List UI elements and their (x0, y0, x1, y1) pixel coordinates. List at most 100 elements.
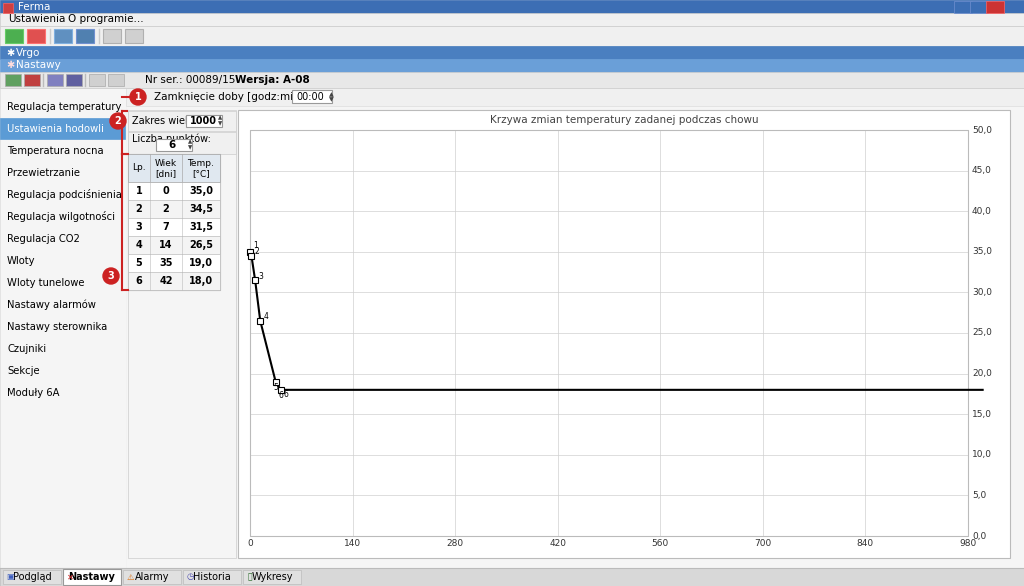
Bar (128, 254, 220, 272)
Text: Regulacja temperatury: Regulacja temperatury (7, 101, 122, 111)
Text: 700: 700 (755, 539, 771, 547)
Text: Wersja: A-08: Wersja: A-08 (234, 75, 309, 85)
Text: Przewietrzanie: Przewietrzanie (7, 168, 80, 178)
Bar (0, 26, 1024, 46)
Text: 1: 1 (134, 92, 141, 102)
Text: 1: 1 (135, 186, 142, 196)
Bar (47, 74, 63, 86)
Text: Wykresy: Wykresy (251, 572, 293, 582)
Text: 140: 140 (344, 539, 361, 547)
Text: ▼: ▼ (218, 121, 222, 127)
Circle shape (110, 113, 126, 129)
Bar (103, 29, 121, 43)
Circle shape (103, 268, 119, 284)
Text: ─: ─ (959, 2, 965, 12)
Text: 35,0: 35,0 (972, 247, 992, 256)
Text: Zamknięcie doby [godz:min]:: Zamknięcie doby [godz:min]: (154, 92, 307, 102)
Bar (970, 1, 988, 13)
Text: 5: 5 (135, 258, 142, 268)
Text: 25,0: 25,0 (972, 329, 992, 338)
Text: Vrgo: Vrgo (16, 47, 40, 57)
Text: 1: 1 (253, 241, 258, 250)
Text: Sekcje: Sekcje (7, 366, 40, 376)
Text: 18,0: 18,0 (189, 276, 213, 286)
Text: 10,0: 10,0 (972, 450, 992, 459)
Bar (3, 570, 61, 584)
Text: Czujniki: Czujniki (7, 343, 46, 353)
Text: 1000: 1000 (190, 116, 217, 126)
Bar (63, 569, 121, 585)
Bar (27, 29, 45, 43)
Text: 3: 3 (135, 222, 142, 232)
Bar (5, 74, 22, 86)
Text: Nastawy alarmów: Nastawy alarmów (7, 299, 96, 310)
Bar (0, 118, 125, 139)
Text: ▲: ▲ (187, 139, 193, 145)
Text: 15,0: 15,0 (972, 410, 992, 419)
Bar (126, 88, 1024, 568)
Bar (128, 182, 220, 200)
Text: 6: 6 (135, 276, 142, 286)
Text: 840: 840 (857, 539, 874, 547)
Bar (0, 72, 1024, 88)
Text: 5,0: 5,0 (972, 491, 986, 500)
Text: Liczba punktów:: Liczba punktów: (132, 134, 211, 144)
Text: ▲: ▲ (329, 92, 334, 97)
Text: ▲: ▲ (218, 115, 222, 121)
Bar (128, 218, 220, 236)
Text: 7: 7 (163, 222, 169, 232)
Text: 5: 5 (273, 383, 279, 392)
Text: 42: 42 (160, 276, 173, 286)
Bar (76, 29, 94, 43)
Text: 2: 2 (255, 247, 259, 256)
Text: 35,0: 35,0 (189, 186, 213, 196)
Text: Nastawy: Nastawy (16, 60, 60, 70)
Text: 6: 6 (279, 391, 284, 400)
Text: [°C]: [°C] (193, 169, 210, 179)
Text: 40,0: 40,0 (972, 207, 992, 216)
Bar (54, 29, 72, 43)
Text: 4: 4 (135, 240, 142, 250)
Text: Ustawienia hodowli: Ustawienia hodowli (7, 124, 103, 134)
Bar (954, 1, 972, 13)
Text: O programie...: O programie... (68, 15, 143, 25)
Bar (0, 88, 126, 568)
Text: 6: 6 (168, 140, 175, 150)
Text: Moduły 6A: Moduły 6A (7, 387, 59, 397)
Text: 420: 420 (549, 539, 566, 547)
Bar (89, 74, 105, 86)
Text: Ferma: Ferma (18, 2, 50, 12)
Text: 0,0: 0,0 (972, 532, 986, 540)
Bar (126, 88, 1024, 106)
Text: Regulacja CO2: Regulacja CO2 (7, 233, 80, 244)
Text: 30,0: 30,0 (972, 288, 992, 297)
Bar (0, 13, 1024, 26)
Text: ✕: ✕ (990, 2, 998, 12)
Bar (183, 570, 241, 584)
Text: Wiek: Wiek (155, 158, 177, 168)
Bar (128, 272, 220, 290)
Text: Krzywa zmian temperatury zadanej podczas chowu: Krzywa zmian temperatury zadanej podczas… (489, 115, 759, 125)
Bar (0, 59, 1024, 72)
Text: 2: 2 (115, 116, 122, 126)
Text: 980: 980 (959, 539, 977, 547)
Bar (128, 132, 236, 154)
Text: ⚠: ⚠ (126, 573, 134, 581)
Bar (186, 115, 222, 127)
Text: ▼: ▼ (187, 145, 193, 151)
Text: ▼: ▼ (329, 97, 334, 102)
Bar (243, 570, 301, 584)
Text: 280: 280 (446, 539, 464, 547)
Text: ✕: ✕ (67, 573, 74, 581)
Text: 35: 35 (160, 258, 173, 268)
Bar (0, 46, 1024, 59)
Text: Nr ser.: 00089/15: Nr ser.: 00089/15 (145, 75, 236, 85)
Bar (24, 74, 40, 86)
Text: Regulacja wilgotności: Regulacja wilgotności (7, 211, 115, 222)
Bar (128, 200, 220, 218)
Bar (128, 110, 236, 558)
Text: ▣: ▣ (6, 573, 14, 581)
Bar (238, 110, 1010, 558)
Bar (128, 154, 220, 290)
Bar (128, 236, 220, 254)
